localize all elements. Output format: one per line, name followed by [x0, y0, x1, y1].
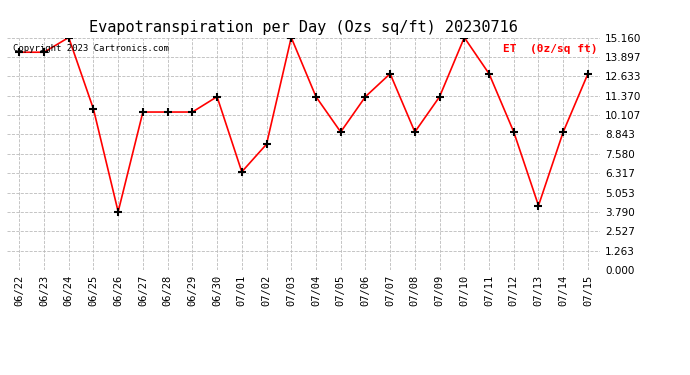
Text: Copyright 2023 Cartronics.com: Copyright 2023 Cartronics.com: [13, 45, 169, 54]
Text: ET  (0z/sq ft): ET (0z/sq ft): [503, 45, 598, 54]
Title: Evapotranspiration per Day (Ozs sq/ft) 20230716: Evapotranspiration per Day (Ozs sq/ft) 2…: [89, 20, 518, 35]
